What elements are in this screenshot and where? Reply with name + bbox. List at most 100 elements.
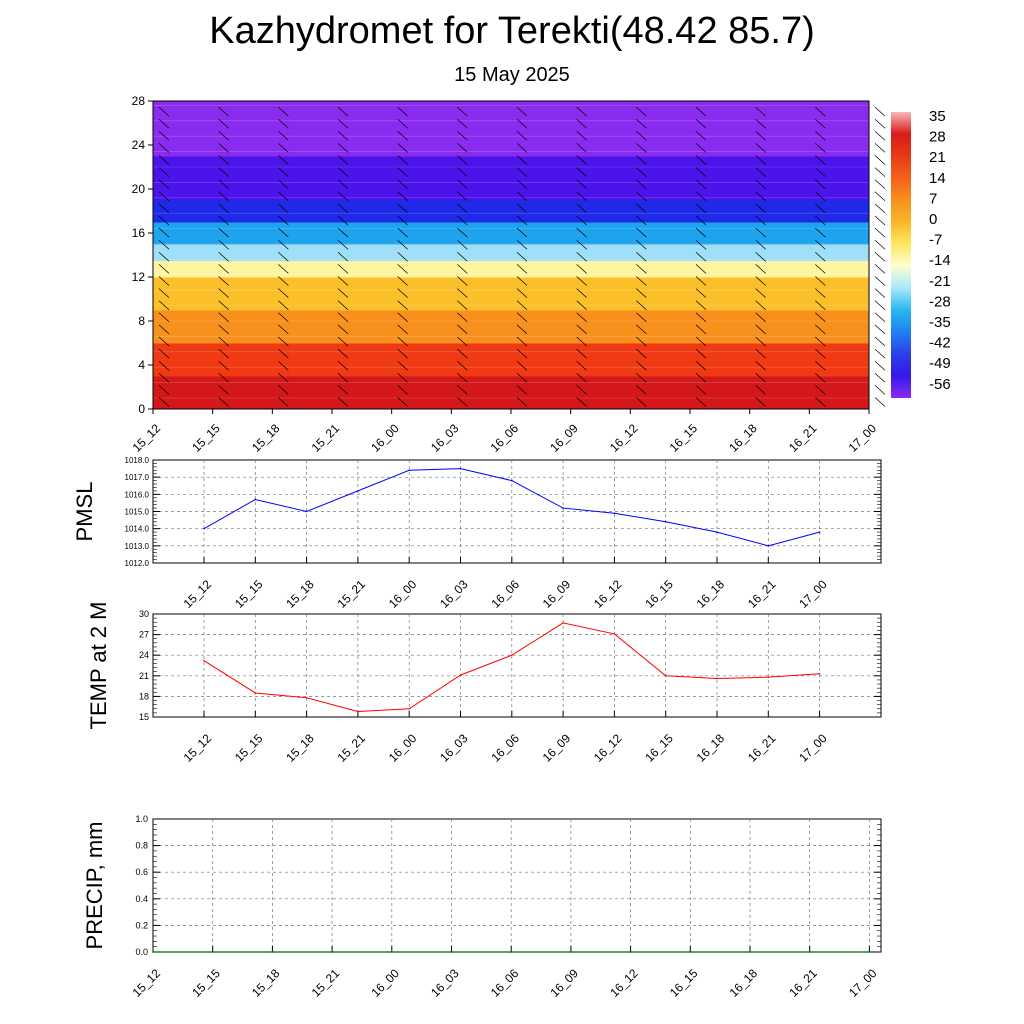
wind-barb: [158, 179, 170, 189]
y-tick-label: 21: [139, 671, 149, 681]
wind-barb: [158, 336, 170, 347]
wind-barb: [457, 239, 468, 250]
wind-barb: [516, 360, 528, 371]
wind-barb: [755, 288, 766, 298]
wind-barb: [576, 179, 587, 189]
precip-panel: 0.0 0.2 0.4 0.6 0.8 1.0 15_12 15_15 15_18 15_21 16…: [82, 814, 882, 1000]
wind-barb: [457, 203, 468, 214]
wind-barb: [397, 300, 408, 310]
wind-barb: [576, 203, 587, 214]
wind-barb: [218, 131, 229, 141]
y-tick-label: 8: [138, 314, 145, 328]
wind-barb: [516, 118, 528, 129]
wind-barb: [815, 373, 826, 383]
wind-barb: [278, 385, 289, 395]
data-point: [305, 696, 308, 699]
wind-barb: [516, 167, 528, 177]
wind-barb: [457, 264, 468, 274]
x-tick-label: 16_00: [368, 421, 402, 455]
wind-barb: [158, 360, 170, 371]
wind-barb: [516, 300, 528, 310]
wind-barb: [218, 252, 229, 262]
x-tick-label: 15_18: [249, 421, 283, 455]
wind-barb: [218, 215, 229, 226]
wind-barb: [218, 288, 229, 298]
wind-barb: [576, 227, 587, 238]
wind-barb: [397, 264, 408, 274]
wind-barb: [516, 227, 528, 238]
wind-barb: [815, 191, 826, 202]
data-point: [808, 951, 811, 953]
wind-barb: [516, 239, 528, 250]
x-tick-label: 16_18: [694, 731, 728, 765]
wind-barb: [815, 203, 826, 214]
heat-layer: [153, 200, 869, 223]
y-tick-label: 1.0: [135, 814, 148, 824]
x-tick-label: 15_18: [283, 577, 317, 611]
heat-layer: [153, 156, 869, 201]
wind-barb: [218, 385, 229, 395]
wind-barb: [695, 179, 707, 189]
wind-barb: [755, 276, 766, 286]
wind-barb: [755, 203, 766, 214]
wind-barb: [457, 131, 468, 141]
x-tick-label: 16_15: [667, 421, 701, 455]
wind-barb: [337, 312, 349, 323]
data-point: [689, 951, 692, 953]
wind-barb: [695, 312, 707, 323]
wind-barb: [695, 106, 707, 117]
wind-barb: [337, 167, 349, 177]
wind-barb: [516, 385, 528, 395]
x-tick-label: 16_15: [642, 731, 676, 765]
wind-barb: [397, 385, 408, 395]
wind-barb: [516, 324, 528, 335]
y-tick-label: 1016.0: [125, 490, 150, 499]
wind-barb: [158, 143, 170, 153]
wind-barb: [457, 143, 468, 153]
wind-barb: [755, 397, 766, 407]
wind-barb: [397, 239, 408, 250]
heatmap-panel: 0 4 8 12 16 20 24 28 15_12 15_15 15_18 15_21 16_00 16…: [130, 94, 886, 455]
wind-barb: [516, 288, 528, 298]
data-point: [664, 675, 667, 677]
wind-barb: [695, 385, 707, 395]
wind-barb: [815, 324, 826, 335]
wind-barb: [457, 385, 468, 395]
wind-barb: [218, 106, 229, 117]
wind-barb: [636, 215, 647, 226]
x-tick-label: 16_09: [548, 966, 582, 1000]
wind-barb: [278, 167, 289, 177]
x-tick-label: 16_12: [591, 577, 625, 611]
wind-barb: [815, 118, 826, 129]
wind-barb: [815, 276, 826, 286]
wind-barb: [695, 360, 707, 371]
x-tick-label: 15_21: [309, 421, 343, 455]
x-tick-label: 16_03: [437, 577, 471, 611]
wind-barb: [874, 106, 886, 117]
wind-barb: [695, 252, 707, 262]
wind-barb: [158, 252, 170, 262]
wind-barb: [815, 385, 826, 395]
y-tick-label: 1014.0: [125, 525, 150, 534]
wind-barb: [815, 252, 826, 262]
wind-barb: [516, 203, 528, 214]
wind-barb: [755, 106, 766, 117]
y-axis-label: PRECIP, mm: [82, 822, 107, 950]
wind-barb: [755, 324, 766, 335]
wind-barb: [576, 324, 587, 335]
wind-barb: [874, 336, 886, 347]
wind-barb: [695, 373, 707, 383]
wind-barb: [457, 106, 468, 117]
wind-barb: [815, 360, 826, 371]
x-tick-label: 17_00: [796, 577, 830, 611]
wind-barb: [337, 324, 349, 335]
y-tick-label: 28: [132, 94, 146, 108]
wind-barb: [874, 348, 886, 359]
wind-barb: [278, 324, 289, 335]
wind-barb: [218, 167, 229, 177]
temp-panel: 15 18 21 24 27 30 15_12 15_15 15_18 15_21 16_00 16_…: [86, 602, 882, 765]
wind-barb: [695, 131, 707, 141]
wind-barb: [278, 276, 289, 286]
wind-barb: [755, 215, 766, 226]
